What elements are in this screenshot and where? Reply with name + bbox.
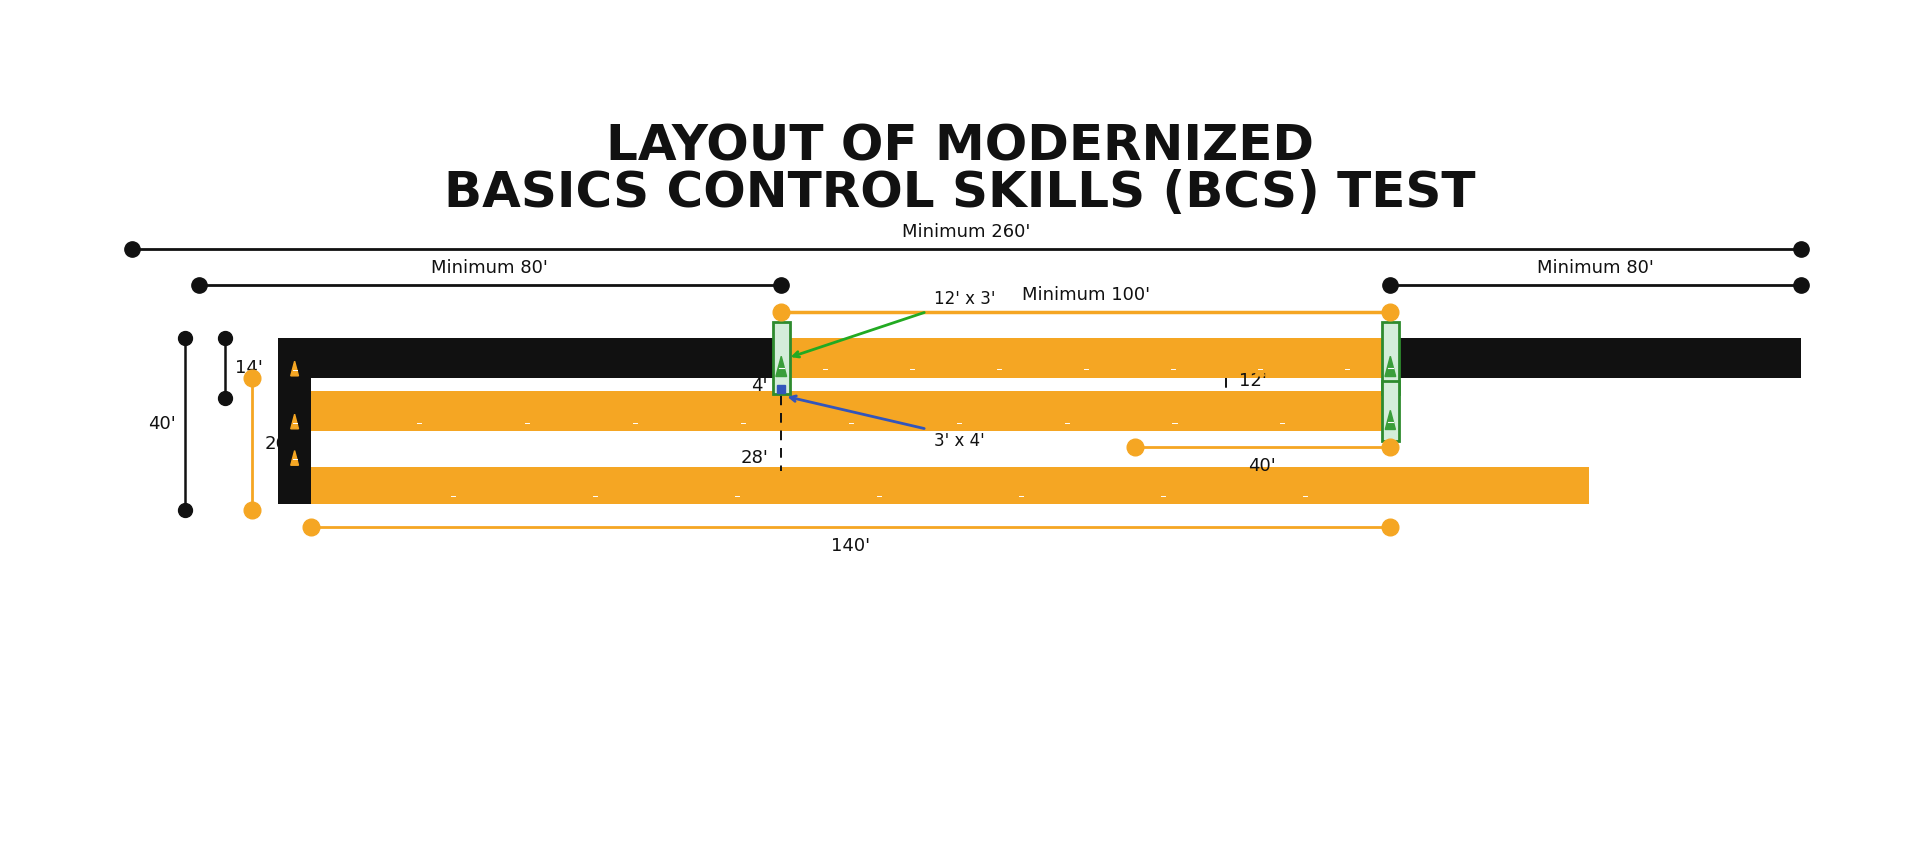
Polygon shape [290,451,298,465]
Polygon shape [290,361,298,376]
Text: 40': 40' [1248,457,1277,475]
Polygon shape [1342,359,1352,376]
Bar [774,321,789,394]
Polygon shape [1279,414,1286,429]
Polygon shape [632,414,639,429]
Bar [311,391,1390,431]
Text: Minimum 100': Minimum 100' [1021,286,1150,304]
Bar [278,338,311,504]
Polygon shape [522,414,532,429]
Text: 40': 40' [148,416,175,433]
Polygon shape [739,414,747,429]
Polygon shape [449,486,457,503]
Polygon shape [876,486,883,503]
Text: 28': 28' [739,449,768,467]
Text: 12' x 3': 12' x 3' [933,291,995,309]
Bar [1382,381,1398,440]
Polygon shape [954,414,962,429]
Polygon shape [1384,357,1396,376]
Text: BASICS CONTROL SKILLS (BCS) TEST: BASICS CONTROL SKILLS (BCS) TEST [444,169,1476,217]
Polygon shape [995,359,1004,376]
Text: Minimum 260': Minimum 260' [902,223,1031,241]
Polygon shape [1302,486,1309,503]
Polygon shape [290,414,298,429]
Text: Minimum 80': Minimum 80' [432,259,549,277]
Polygon shape [908,359,916,376]
Polygon shape [820,359,829,376]
Bar [278,338,1801,378]
Bar [781,338,1390,378]
Text: LAYOUT OF MODERNIZED: LAYOUT OF MODERNIZED [607,123,1313,171]
Polygon shape [1062,414,1071,429]
Polygon shape [1386,410,1396,429]
Text: 14': 14' [234,359,263,377]
Text: 12': 12' [1238,372,1267,390]
Text: 4': 4' [751,377,768,395]
Polygon shape [1018,486,1025,503]
Polygon shape [776,357,787,376]
Text: 3' x 4': 3' x 4' [933,433,985,451]
Polygon shape [415,414,422,429]
Polygon shape [1081,359,1091,376]
Polygon shape [733,486,741,503]
Text: 140': 140' [831,537,870,555]
Text: 26': 26' [265,435,292,453]
Polygon shape [1171,414,1179,429]
Polygon shape [1160,486,1167,503]
Bar [311,467,1590,504]
Text: Minimum 80': Minimum 80' [1538,259,1653,277]
Polygon shape [847,414,854,429]
Polygon shape [1256,359,1263,376]
Polygon shape [591,486,599,503]
Bar [1382,321,1398,394]
Polygon shape [1169,359,1177,376]
